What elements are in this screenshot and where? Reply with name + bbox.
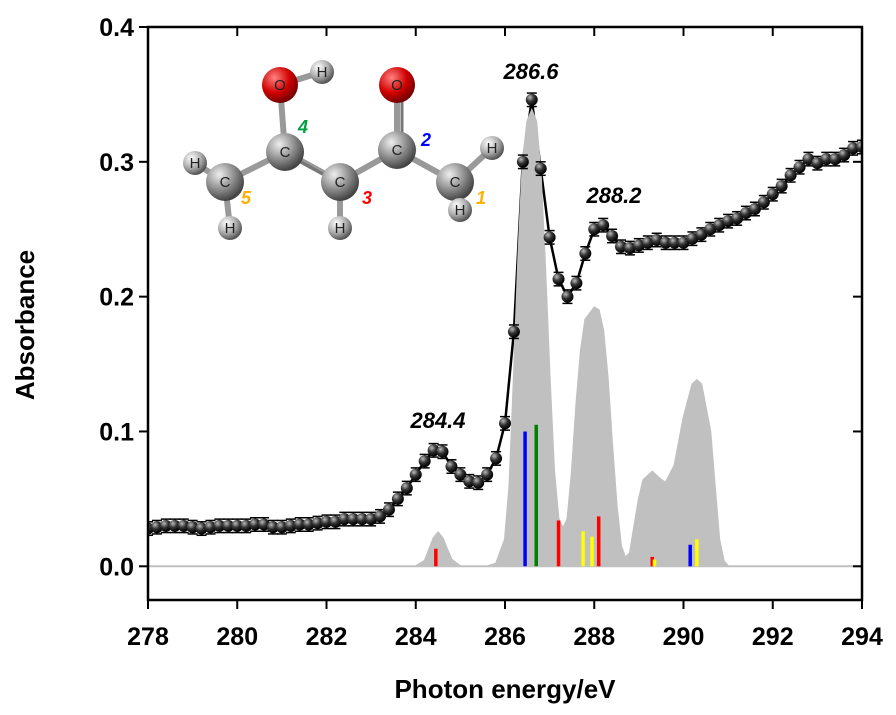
data-point (508, 326, 520, 338)
data-point (767, 188, 779, 200)
site-label: 3 (362, 188, 372, 208)
atom-label: H (317, 64, 328, 81)
data-point (472, 477, 484, 489)
data-point (401, 482, 413, 494)
data-point (419, 455, 431, 467)
y-tick-label: 0.4 (99, 14, 134, 42)
data-point (553, 273, 565, 285)
data-point (437, 446, 449, 458)
data-point (579, 248, 591, 260)
atom-label: C (280, 144, 291, 161)
site-label: 4 (297, 117, 308, 137)
site-label: 1 (476, 188, 486, 208)
x-tick-label: 284 (395, 623, 437, 651)
data-point (392, 493, 404, 505)
x-tick-label: 290 (663, 623, 705, 651)
x-tick-label: 292 (752, 623, 794, 651)
y-tick-label: 0.1 (99, 418, 134, 446)
data-point (758, 196, 770, 208)
x-tick-label: 280 (216, 623, 258, 651)
atom-label: C (335, 174, 346, 191)
data-point (794, 161, 806, 173)
data-point (561, 291, 573, 303)
plot-area (142, 93, 868, 566)
y-tick-label: 0.0 (99, 553, 134, 581)
atom-label: C (220, 174, 231, 191)
data-point (383, 504, 395, 516)
chart: Photon energy/eV Absorbance 278 280 282 284… (0, 0, 896, 710)
y-tick-label: 0.2 (99, 284, 134, 312)
atom-label: O (274, 77, 286, 94)
data-point (526, 94, 538, 106)
x-tick-label: 288 (573, 623, 615, 651)
x-tick-label: 286 (484, 623, 526, 651)
data-point (776, 180, 788, 192)
data-point (544, 231, 556, 243)
data-point (410, 469, 422, 481)
atom-label: H (225, 220, 236, 237)
data-point (785, 169, 797, 181)
y-axis-label: Absorbance (10, 250, 40, 400)
page: {"chart_data":{"type":"line", "x_label":… (0, 0, 896, 710)
data-point (517, 156, 529, 168)
peak-annotation: 284.4 (409, 408, 465, 433)
peak-annotation: 288.2 (585, 183, 642, 208)
molecule-inset: OHOCCCCCHHHHH12345 (183, 60, 504, 240)
atom-label: C (450, 174, 461, 191)
site-label: 5 (241, 188, 252, 208)
x-tick-label: 282 (306, 623, 348, 651)
data-point (570, 277, 582, 289)
x-tick-label: 278 (127, 623, 169, 651)
data-point (535, 163, 547, 175)
data-point (490, 452, 502, 464)
atom-label: H (335, 220, 346, 237)
simulated-area (148, 111, 862, 567)
atom-label: H (455, 202, 466, 219)
site-label: 2 (420, 130, 431, 150)
data-point (481, 469, 493, 481)
x-axis-label: Photon energy/eV (394, 674, 616, 704)
plot-frame (148, 27, 862, 600)
atom-label: H (487, 140, 498, 157)
data-point (606, 230, 618, 242)
data-point (445, 461, 457, 473)
atom-label: O (391, 77, 403, 94)
atom-label: C (392, 142, 403, 159)
y-tick-label: 0.3 (99, 149, 134, 177)
data-point (597, 219, 609, 231)
x-tick-label: 294 (841, 623, 883, 651)
atom-label: H (190, 155, 201, 172)
data-point (499, 417, 511, 429)
peak-annotation: 286.6 (502, 59, 559, 84)
